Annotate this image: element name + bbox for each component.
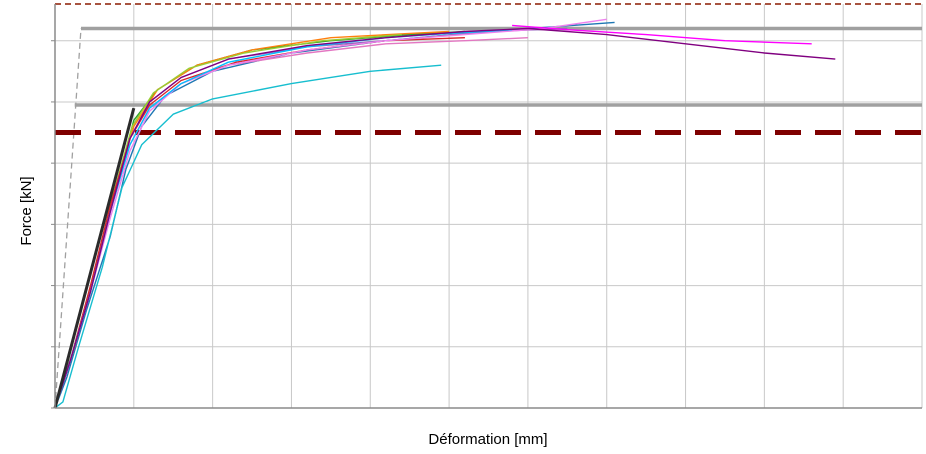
series-line	[54, 27, 836, 409]
series-line	[54, 37, 465, 409]
series-line	[54, 30, 465, 409]
series-line	[54, 27, 568, 409]
grid	[55, 4, 923, 408]
series-lines	[53, 18, 836, 409]
series-line	[54, 21, 615, 409]
series-line	[512, 24, 812, 45]
reference-slope-dashed	[54, 28, 82, 409]
reference-lines	[54, 3, 922, 409]
y-axis-label: Force [kN]	[18, 176, 35, 245]
series-line	[54, 64, 442, 409]
x-axis-label: Déformation [mm]	[428, 431, 547, 448]
reference-slope-solid	[53, 107, 136, 409]
axes	[51, 4, 922, 409]
series-line	[54, 29, 513, 409]
